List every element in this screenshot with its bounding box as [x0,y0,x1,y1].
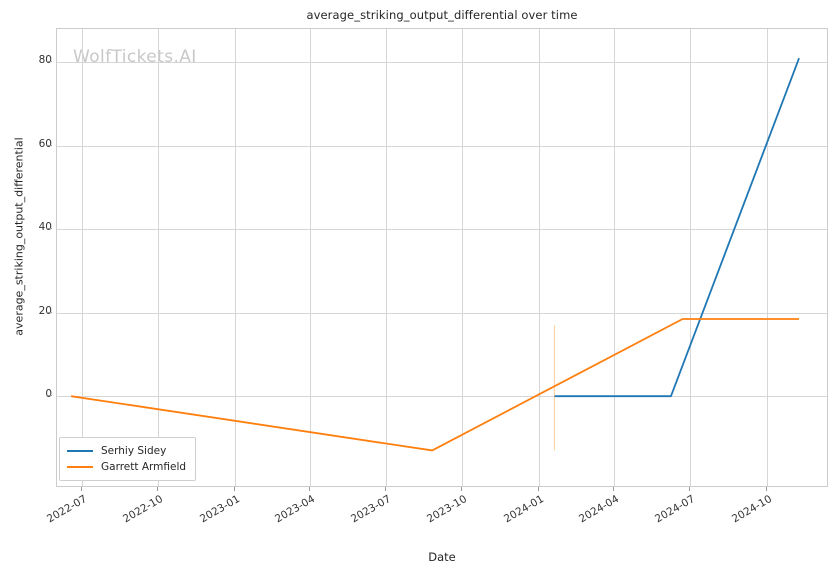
gridline-vertical [538,29,540,486]
x-tick-label: 2022-10 [121,493,166,526]
x-tick-label: 2022-07 [44,493,89,526]
x-tick-label: 2023-10 [425,493,470,526]
x-tick-mark [461,487,463,491]
y-tick-label: 60 [38,137,52,150]
gridline-horizontal [57,62,827,64]
y-axis-ticks: 0 20 40 60 80 [0,28,52,487]
gridline-vertical [158,29,160,486]
y-tick-label: 0 [45,388,52,401]
x-tick-label: 2024-01 [501,493,546,526]
gridline-horizontal [57,145,827,147]
legend-color-swatch [67,450,93,452]
x-tick-label: 2024-04 [577,493,622,526]
gridline-vertical [614,29,616,486]
chart-legend[interactable]: Serhiy Sidey Garrett Armfield [59,437,197,481]
x-tick-label: 2023-07 [348,493,393,526]
watermark: WolfTickets.AI [73,47,197,67]
legend-item[interactable]: Serhiy Sidey [67,443,186,459]
x-tick-label: 2023-04 [272,493,317,526]
x-tick-mark [689,487,691,491]
series-lines [71,57,800,452]
legend-color-swatch [67,466,93,468]
gridline-vertical [235,29,237,486]
legend-label: Garrett Armfield [101,461,187,473]
plot-area: WolfTickets.AI [56,28,828,487]
gridline-horizontal [57,229,827,231]
gridline-vertical [462,29,464,486]
gridline-horizontal [57,396,827,398]
x-tick-mark [234,487,236,491]
y-axis-title: average_striking_output_differential [12,137,26,336]
legend-item[interactable]: Garrett Armfield [67,459,186,475]
y-tick-mark [48,61,52,63]
y-tick-mark [48,395,52,397]
x-tick-mark [765,487,767,491]
gridline-vertical [385,29,387,486]
gridline-vertical [690,29,692,486]
y-tick-label: 20 [38,304,52,317]
x-tick-mark [384,487,386,491]
y-tick-mark [48,144,52,146]
chart-title: average_striking_output_differential ove… [306,8,578,22]
gridline-vertical [766,29,768,486]
x-tick-label: 2024-07 [653,493,698,526]
y-tick-label: 80 [38,54,52,67]
x-tick-label: 2023-01 [198,493,243,526]
x-tick-label: 2024-10 [729,493,774,526]
legend-label: Serhiy Sidey [101,445,167,457]
series-line [554,57,800,398]
gridline-vertical [81,29,83,486]
series-line [71,318,800,452]
y-tick-mark [48,311,52,313]
x-tick-mark [613,487,615,491]
x-tick-mark [157,487,159,491]
y-tick-mark [48,228,52,230]
y-tick-label: 40 [38,221,52,234]
gridline-horizontal [57,312,827,314]
x-tick-mark [308,487,310,491]
gridline-vertical [309,29,311,486]
x-axis-ticks: 2022-07 2022-10 2023-01 2023-04 2023-07 2023-… [45,487,828,547]
x-axis-title: Date [428,550,456,564]
x-tick-mark [80,487,82,491]
x-tick-mark [537,487,539,491]
